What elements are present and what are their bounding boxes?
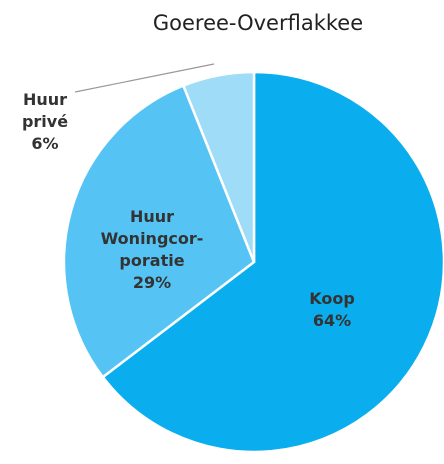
category-label: Huur privé <box>21 90 69 131</box>
value-label: 6% <box>31 134 59 153</box>
chart-title: Goeree-Overflakkee <box>153 11 363 35</box>
category-label: Koop <box>309 289 355 308</box>
pie-slice <box>62 83 256 379</box>
pie-slice <box>181 70 256 263</box>
value-label: 64% <box>312 311 352 330</box>
leader-line <box>74 63 215 93</box>
pie-slice <box>101 70 444 454</box>
slice-label: Huur privé 6% <box>22 89 68 155</box>
slices <box>62 70 444 454</box>
slice-label: Koop 64% <box>309 288 355 332</box>
category-label: Huur Woningcor- poratie <box>100 207 204 270</box>
value-label: 29% <box>132 273 172 292</box>
slice-label: Huur Woningcor- poratie 29% <box>101 206 204 294</box>
